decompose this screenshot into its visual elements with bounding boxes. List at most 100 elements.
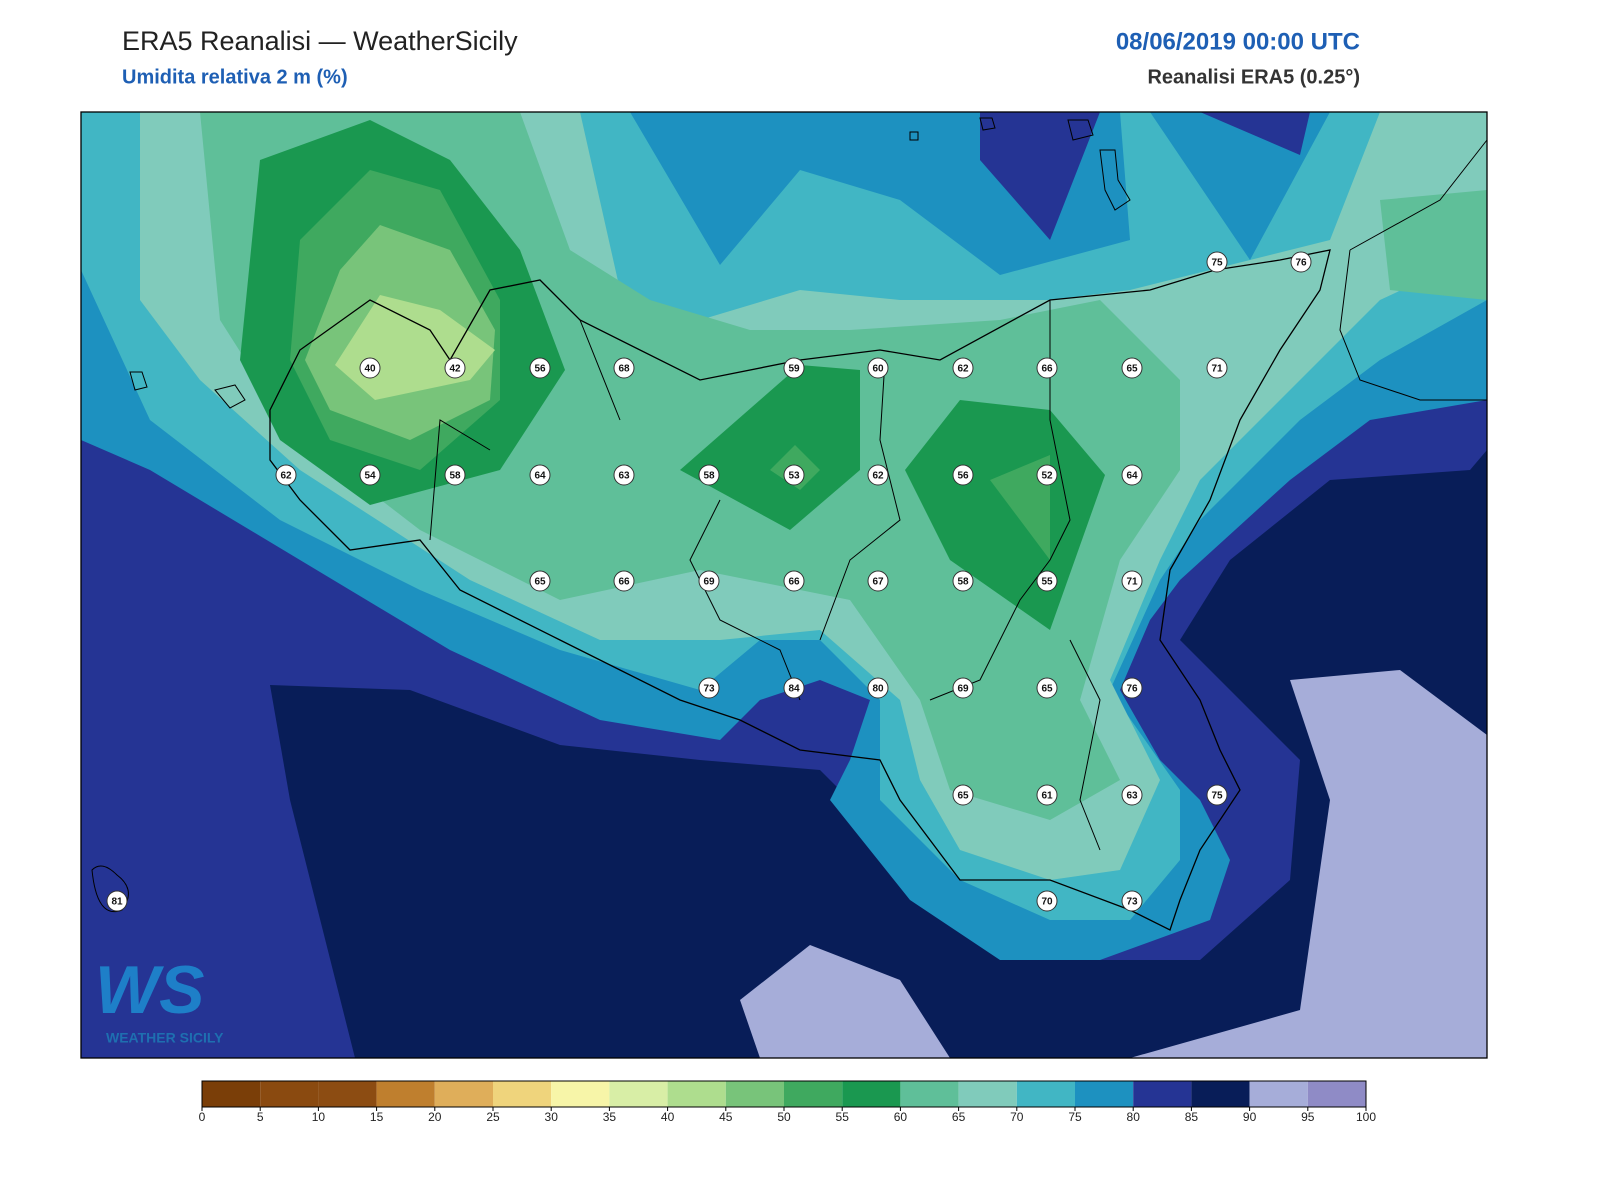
logo-mark: WS xyxy=(95,952,205,1028)
colorbar-segment xyxy=(784,1081,843,1107)
colorbar-tick-label: 15 xyxy=(370,1110,384,1124)
point-marker xyxy=(867,464,889,486)
point-marker xyxy=(1121,357,1143,379)
colorbar-tick-label: 85 xyxy=(1185,1110,1199,1124)
point-value: 62 xyxy=(280,471,292,482)
map-frame xyxy=(80,111,1488,1059)
point-value: 61 xyxy=(1041,791,1053,802)
point-value: 75 xyxy=(1211,791,1223,802)
point-value: 84 xyxy=(788,684,800,695)
point-marker xyxy=(106,890,128,912)
colorbar-segment xyxy=(842,1081,901,1107)
point-value: 59 xyxy=(788,364,800,375)
point-marker xyxy=(1206,784,1228,806)
band xyxy=(1200,112,1310,155)
point-marker xyxy=(783,464,805,486)
point-value: 65 xyxy=(1041,684,1053,695)
point-value: 53 xyxy=(788,471,800,482)
point-value: 64 xyxy=(534,471,546,482)
colorbar-tick-label: 40 xyxy=(661,1110,675,1124)
point-marker xyxy=(952,784,974,806)
point-value: 56 xyxy=(957,471,969,482)
point-marker xyxy=(1121,677,1143,699)
calabria-coast xyxy=(1339,139,1487,401)
colorbar-tick-label: 55 xyxy=(836,1110,850,1124)
point-value: 67 xyxy=(872,577,884,588)
colorbar-tick-label: 65 xyxy=(952,1110,966,1124)
point-marker xyxy=(1036,464,1058,486)
colorbar-tick-label: 80 xyxy=(1127,1110,1141,1124)
point-value: 66 xyxy=(618,577,630,588)
colorbar-tick-label: 20 xyxy=(428,1110,442,1124)
point-marker xyxy=(1121,784,1143,806)
point-value: 69 xyxy=(957,684,969,695)
colorbar-tick-label: 70 xyxy=(1010,1110,1024,1124)
point-marker xyxy=(529,570,551,592)
band xyxy=(905,400,1105,630)
point-value: 58 xyxy=(957,577,969,588)
point-marker xyxy=(444,464,466,486)
colorbar-segment xyxy=(1307,1081,1366,1107)
point-value: 66 xyxy=(788,577,800,588)
coastline xyxy=(269,249,1331,931)
point-value: 65 xyxy=(957,791,969,802)
point-marker xyxy=(1036,784,1058,806)
point-value: 63 xyxy=(1126,791,1138,802)
point-marker xyxy=(613,464,635,486)
colorbar-segment xyxy=(376,1081,435,1107)
point-value: 71 xyxy=(1211,364,1223,375)
point-marker xyxy=(359,464,381,486)
subtitle: Umidita relativa 2 m (%) xyxy=(122,66,348,88)
point-marker xyxy=(1206,357,1228,379)
point-marker xyxy=(952,357,974,379)
colorbar-tick-label: 0 xyxy=(199,1110,206,1124)
point-marker xyxy=(867,357,889,379)
colorbar-segment xyxy=(260,1081,319,1107)
point-value: 52 xyxy=(1041,471,1053,482)
colorbar-segment xyxy=(1016,1081,1075,1107)
band xyxy=(1380,190,1487,300)
point-value: 65 xyxy=(1126,364,1138,375)
point-value: 81 xyxy=(111,897,123,908)
colorbar-segment xyxy=(900,1081,959,1107)
colorbar-segment xyxy=(1191,1081,1250,1107)
colorbar-segment xyxy=(958,1081,1017,1107)
band xyxy=(740,945,950,1058)
point-value: 58 xyxy=(703,471,715,482)
points: 75 76 40 42 56 68 59 60 62 66 65 71 62 54 58 64 63 58 53 62… xyxy=(106,251,1312,912)
point-value: 58 xyxy=(449,471,461,482)
point-marker xyxy=(783,677,805,699)
point-marker xyxy=(359,357,381,379)
colorbar-tick-label: 25 xyxy=(486,1110,500,1124)
point-marker xyxy=(1206,251,1228,273)
logo-text: WEATHER SICILY xyxy=(106,1030,224,1046)
point-value: 42 xyxy=(449,364,461,375)
point-value: 76 xyxy=(1126,684,1138,695)
colorbar-segment xyxy=(725,1081,784,1107)
colorbar-tick-label: 10 xyxy=(312,1110,326,1124)
point-marker xyxy=(1036,890,1058,912)
colorbar-segment xyxy=(1133,1081,1192,1107)
point-marker xyxy=(613,570,635,592)
point-value: 76 xyxy=(1295,258,1307,269)
point-marker xyxy=(952,677,974,699)
point-value: 56 xyxy=(534,364,546,375)
point-marker xyxy=(1290,251,1312,273)
point-value: 40 xyxy=(364,364,376,375)
band xyxy=(980,112,1100,240)
point-marker xyxy=(1036,570,1058,592)
band xyxy=(990,455,1050,560)
point-marker xyxy=(529,464,551,486)
point-marker xyxy=(444,357,466,379)
date: 08/06/2019 00:00 UTC xyxy=(1116,28,1360,55)
colorbar-tick-label: 45 xyxy=(719,1110,733,1124)
point-value: 62 xyxy=(957,364,969,375)
band xyxy=(1130,670,1487,1058)
colorbar-segment xyxy=(318,1081,377,1107)
point-value: 80 xyxy=(872,684,884,695)
point-value: 69 xyxy=(703,577,715,588)
point-marker xyxy=(867,677,889,699)
point-value: 66 xyxy=(1041,364,1053,375)
